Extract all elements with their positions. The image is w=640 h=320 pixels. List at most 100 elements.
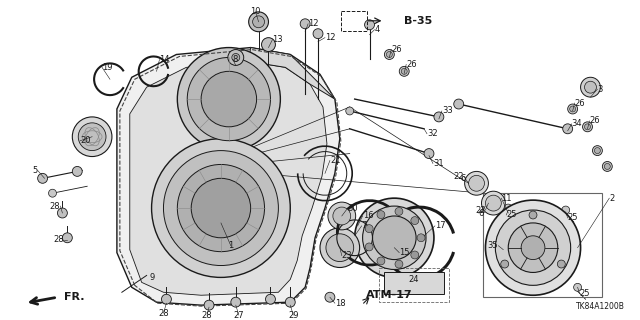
Text: 31: 31 bbox=[433, 159, 444, 168]
Circle shape bbox=[602, 162, 612, 172]
Circle shape bbox=[72, 166, 82, 176]
Circle shape bbox=[486, 195, 501, 211]
Circle shape bbox=[570, 106, 575, 112]
Circle shape bbox=[204, 300, 214, 310]
Text: 25: 25 bbox=[506, 211, 516, 220]
Text: 22: 22 bbox=[475, 205, 486, 214]
Circle shape bbox=[395, 260, 403, 268]
Text: 26: 26 bbox=[589, 116, 600, 125]
Circle shape bbox=[504, 204, 512, 212]
Circle shape bbox=[399, 66, 409, 76]
Circle shape bbox=[411, 251, 419, 259]
Circle shape bbox=[177, 48, 280, 151]
Circle shape bbox=[573, 283, 582, 291]
Circle shape bbox=[563, 124, 573, 134]
Text: TK84A1200B: TK84A1200B bbox=[576, 302, 625, 311]
Circle shape bbox=[395, 207, 403, 215]
Text: 25: 25 bbox=[568, 213, 578, 222]
Circle shape bbox=[387, 52, 392, 58]
Bar bbox=[385, 272, 444, 294]
Circle shape bbox=[595, 148, 600, 154]
Text: 19: 19 bbox=[102, 63, 113, 72]
Circle shape bbox=[328, 202, 356, 230]
Text: 3: 3 bbox=[597, 85, 603, 94]
Circle shape bbox=[377, 257, 385, 265]
Circle shape bbox=[201, 71, 257, 127]
Circle shape bbox=[604, 164, 611, 169]
Circle shape bbox=[417, 234, 425, 242]
Circle shape bbox=[529, 211, 537, 219]
Text: 7: 7 bbox=[362, 221, 367, 230]
Circle shape bbox=[582, 122, 593, 132]
Circle shape bbox=[253, 16, 264, 28]
Polygon shape bbox=[117, 48, 340, 305]
Text: 21: 21 bbox=[330, 156, 340, 165]
Circle shape bbox=[228, 50, 244, 65]
Circle shape bbox=[333, 207, 351, 225]
Circle shape bbox=[262, 38, 275, 52]
Circle shape bbox=[454, 99, 463, 109]
Text: 28: 28 bbox=[54, 235, 65, 244]
Text: 35: 35 bbox=[488, 241, 499, 250]
Text: B-35: B-35 bbox=[404, 16, 433, 26]
Text: 6: 6 bbox=[461, 174, 466, 183]
Circle shape bbox=[411, 217, 419, 225]
Text: FR.: FR. bbox=[65, 292, 85, 302]
Circle shape bbox=[152, 139, 291, 277]
Circle shape bbox=[365, 20, 374, 30]
Circle shape bbox=[188, 58, 271, 141]
Circle shape bbox=[249, 12, 269, 32]
Circle shape bbox=[424, 148, 434, 158]
Circle shape bbox=[363, 206, 426, 269]
Circle shape bbox=[191, 178, 251, 238]
Circle shape bbox=[508, 223, 558, 272]
Text: ATM-17: ATM-17 bbox=[366, 290, 413, 300]
Text: 14: 14 bbox=[159, 55, 170, 64]
Circle shape bbox=[385, 50, 394, 60]
Circle shape bbox=[557, 260, 565, 268]
Circle shape bbox=[177, 164, 264, 252]
Circle shape bbox=[346, 107, 354, 115]
Text: 26: 26 bbox=[391, 45, 402, 54]
Text: 13: 13 bbox=[273, 35, 283, 44]
Circle shape bbox=[584, 81, 596, 93]
Text: 1: 1 bbox=[228, 241, 234, 250]
Circle shape bbox=[266, 294, 275, 304]
Text: 26: 26 bbox=[575, 99, 585, 108]
Text: 8: 8 bbox=[233, 55, 238, 64]
Text: 29: 29 bbox=[288, 310, 298, 320]
Text: 23: 23 bbox=[342, 251, 353, 260]
Circle shape bbox=[231, 297, 241, 307]
Circle shape bbox=[401, 68, 407, 74]
Text: 22: 22 bbox=[453, 172, 463, 181]
Circle shape bbox=[313, 29, 323, 39]
Text: 32: 32 bbox=[427, 129, 438, 138]
Circle shape bbox=[58, 208, 67, 218]
Circle shape bbox=[326, 234, 354, 261]
Circle shape bbox=[584, 124, 591, 130]
Circle shape bbox=[568, 104, 577, 114]
Circle shape bbox=[232, 53, 240, 61]
Circle shape bbox=[285, 297, 295, 307]
Text: 25: 25 bbox=[580, 289, 590, 298]
Text: 5: 5 bbox=[33, 166, 38, 175]
Circle shape bbox=[355, 198, 434, 277]
Text: 2: 2 bbox=[609, 194, 614, 203]
Circle shape bbox=[365, 225, 373, 233]
Text: 30: 30 bbox=[348, 204, 358, 212]
Text: 12: 12 bbox=[308, 19, 319, 28]
Circle shape bbox=[163, 151, 278, 266]
Text: 28: 28 bbox=[50, 202, 60, 211]
Circle shape bbox=[521, 236, 545, 260]
Text: 24: 24 bbox=[409, 275, 419, 284]
Circle shape bbox=[481, 191, 505, 215]
Text: 27: 27 bbox=[234, 310, 244, 320]
Circle shape bbox=[495, 210, 571, 285]
Circle shape bbox=[500, 260, 509, 268]
Bar bbox=[483, 193, 602, 297]
Circle shape bbox=[63, 233, 72, 243]
Circle shape bbox=[468, 175, 484, 191]
Text: 15: 15 bbox=[399, 248, 410, 257]
Bar bbox=[380, 268, 449, 302]
Circle shape bbox=[38, 173, 47, 183]
